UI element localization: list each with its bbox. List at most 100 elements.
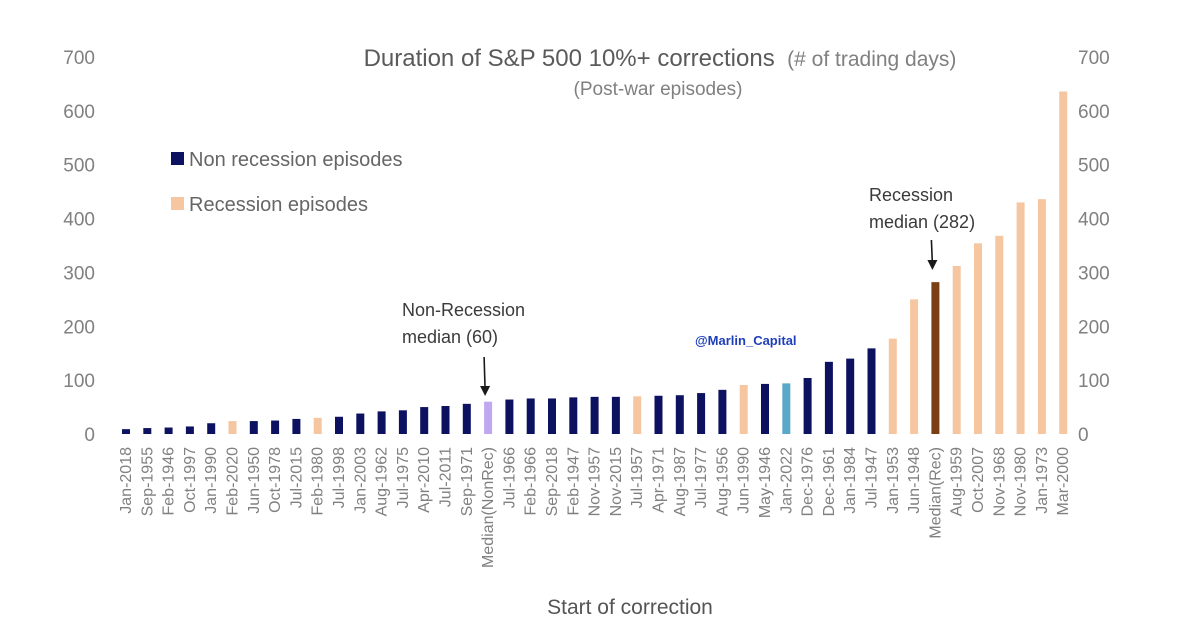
x-tick-jul-2011: Jul-2011 bbox=[438, 447, 455, 507]
x-tick-aug-1956: Aug-1956 bbox=[714, 447, 731, 516]
bar-mar-2000 bbox=[1059, 91, 1068, 435]
legend-swatch-recession bbox=[171, 197, 184, 210]
chart-title: Duration of S&P 500 10%+ corrections (# … bbox=[364, 45, 957, 72]
y-tick-right-100: 100 bbox=[1078, 371, 1110, 392]
x-tick-jul-1957: Jul-1957 bbox=[629, 447, 646, 508]
x-tick-jan-2022: Jan-2022 bbox=[778, 447, 795, 514]
y-tick-left-400: 400 bbox=[63, 210, 95, 231]
annotation-arrow-head bbox=[927, 260, 938, 270]
bar-jun-1950 bbox=[249, 421, 258, 434]
annotation-arrow-shaft bbox=[483, 356, 486, 391]
y-tick-right-500: 500 bbox=[1078, 156, 1110, 177]
bar-feb-1947 bbox=[569, 397, 578, 434]
x-tick-jun-1990: Jun-1990 bbox=[736, 447, 753, 514]
bar-apr-2010 bbox=[420, 407, 429, 434]
x-tick-nov-2015: Nov-2015 bbox=[608, 447, 625, 516]
bar-jul-1957 bbox=[633, 396, 642, 434]
y-tick-right-700: 700 bbox=[1078, 48, 1110, 69]
y-tick-right-400: 400 bbox=[1078, 210, 1110, 231]
bar-nov-1968 bbox=[995, 235, 1004, 434]
bar-dec-1961 bbox=[824, 361, 833, 434]
bar-median-nonrec bbox=[484, 401, 493, 434]
x-tick-sep-1971: Sep-1971 bbox=[459, 447, 476, 516]
bar-jun-1990 bbox=[739, 384, 748, 434]
bar-jan-1984 bbox=[846, 358, 855, 434]
bar-jan-1953 bbox=[888, 338, 897, 434]
x-tick-mar-2000: Mar-2000 bbox=[1055, 447, 1072, 516]
x-tick-jan-2003: Jan-2003 bbox=[352, 447, 369, 514]
y-tick-left-500: 500 bbox=[63, 156, 95, 177]
bar-jul-1966 bbox=[505, 399, 514, 434]
bar-aug-1987 bbox=[675, 395, 684, 434]
x-tick-sep-1955: Sep-1955 bbox=[139, 447, 156, 516]
bar-dec-1976 bbox=[803, 377, 812, 434]
x-tick-aug-1962: Aug-1962 bbox=[374, 447, 391, 516]
x-tick-jan-2018: Jan-2018 bbox=[118, 447, 135, 514]
x-tick-oct-1978: Oct-1978 bbox=[267, 447, 284, 513]
legend: Non recession episodes Recession episode… bbox=[171, 149, 402, 216]
y-tick-left-100: 100 bbox=[63, 371, 95, 392]
watermark: @Marlin_Capital bbox=[695, 333, 797, 348]
x-tick-jul-1947: Jul-1947 bbox=[864, 447, 881, 508]
chart-subtitle: (Post-war episodes) bbox=[574, 79, 743, 100]
bar-jan-1973 bbox=[1037, 199, 1046, 434]
x-tick-median-rec: Median(Rec) bbox=[927, 447, 944, 539]
y-tick-left-0: 0 bbox=[84, 425, 95, 446]
x-tick-feb-1980: Feb-1980 bbox=[310, 447, 327, 516]
x-tick-jul-2015: Jul-2015 bbox=[288, 447, 305, 508]
y-tick-right-200: 200 bbox=[1078, 317, 1110, 338]
y-tick-left-200: 200 bbox=[63, 317, 95, 338]
bar-jul-1998 bbox=[335, 416, 343, 434]
bar-jul-2015 bbox=[292, 418, 301, 434]
bar-jul-1977 bbox=[697, 393, 706, 434]
x-tick-jan-1973: Jan-1973 bbox=[1034, 447, 1051, 514]
legend-label-recession: Recession episodes bbox=[189, 194, 368, 216]
x-tick-dec-1976: Dec-1976 bbox=[800, 447, 817, 516]
bar-nov-1980 bbox=[1016, 202, 1025, 434]
x-tick-jul-1975: Jul-1975 bbox=[395, 447, 412, 508]
bar-feb-1966 bbox=[526, 398, 535, 434]
x-tick-jan-1953: Jan-1953 bbox=[885, 447, 902, 514]
x-axis-title: Start of correction bbox=[547, 596, 713, 619]
annotation-line-2: median (60) bbox=[402, 327, 498, 347]
x-tick-jul-1977: Jul-1977 bbox=[693, 447, 710, 508]
x-tick-nov-1980: Nov-1980 bbox=[1013, 447, 1030, 516]
x-tick-oct-1997: Oct-1997 bbox=[182, 447, 199, 513]
annotation-line-1: Recession bbox=[869, 185, 953, 205]
bar-sep-2018 bbox=[548, 398, 556, 434]
x-tick-median-nonrec: Median(NonRec) bbox=[480, 447, 497, 568]
y-tick-right-0: 0 bbox=[1078, 425, 1089, 446]
bar-feb-1946 bbox=[164, 427, 173, 434]
x-tick-jul-1966: Jul-1966 bbox=[501, 447, 518, 508]
bar-aug-1962 bbox=[377, 411, 386, 434]
x-tick-apr-2010: Apr-2010 bbox=[416, 447, 433, 513]
x-tick-jul-1998: Jul-1998 bbox=[331, 447, 348, 508]
x-tick-jun-1950: Jun-1950 bbox=[246, 447, 263, 514]
x-tick-nov-1968: Nov-1968 bbox=[991, 447, 1008, 516]
x-tick-jan-1984: Jan-1984 bbox=[842, 447, 859, 514]
bar-nov-2015 bbox=[611, 396, 620, 434]
x-axis-category-labels: Jan-2018 Sep-1955 Feb-1946 Oct-1997 Jan-1990… bbox=[118, 447, 1072, 568]
y-tick-left-700: 700 bbox=[63, 48, 95, 69]
bar-jan-2022 bbox=[782, 383, 791, 434]
bar-aug-1959 bbox=[952, 265, 961, 434]
annotation-line-1: Non-Recession bbox=[402, 300, 525, 320]
bar-feb-2020 bbox=[228, 421, 237, 434]
x-tick-jan-1990: Jan-1990 bbox=[203, 447, 220, 514]
bar-feb-1980 bbox=[313, 417, 322, 434]
bars bbox=[122, 91, 1068, 435]
annotation-median-rec: Recession median (282) bbox=[869, 185, 975, 270]
x-tick-apr-1971: Apr-1971 bbox=[651, 447, 668, 513]
bar-apr-1971 bbox=[654, 395, 663, 434]
y-tick-right-600: 600 bbox=[1078, 102, 1110, 123]
bar-nov-1957 bbox=[590, 396, 599, 434]
bar-sep-1971 bbox=[462, 403, 471, 434]
x-tick-dec-1961: Dec-1961 bbox=[821, 447, 838, 516]
x-tick-aug-1987: Aug-1987 bbox=[672, 447, 689, 516]
bar-oct-2007 bbox=[974, 243, 982, 434]
annotation-line-2: median (282) bbox=[869, 212, 975, 232]
bar-jan-1990 bbox=[207, 423, 216, 434]
bar-may-1946 bbox=[761, 383, 769, 434]
y-tick-right-300: 300 bbox=[1078, 263, 1110, 284]
